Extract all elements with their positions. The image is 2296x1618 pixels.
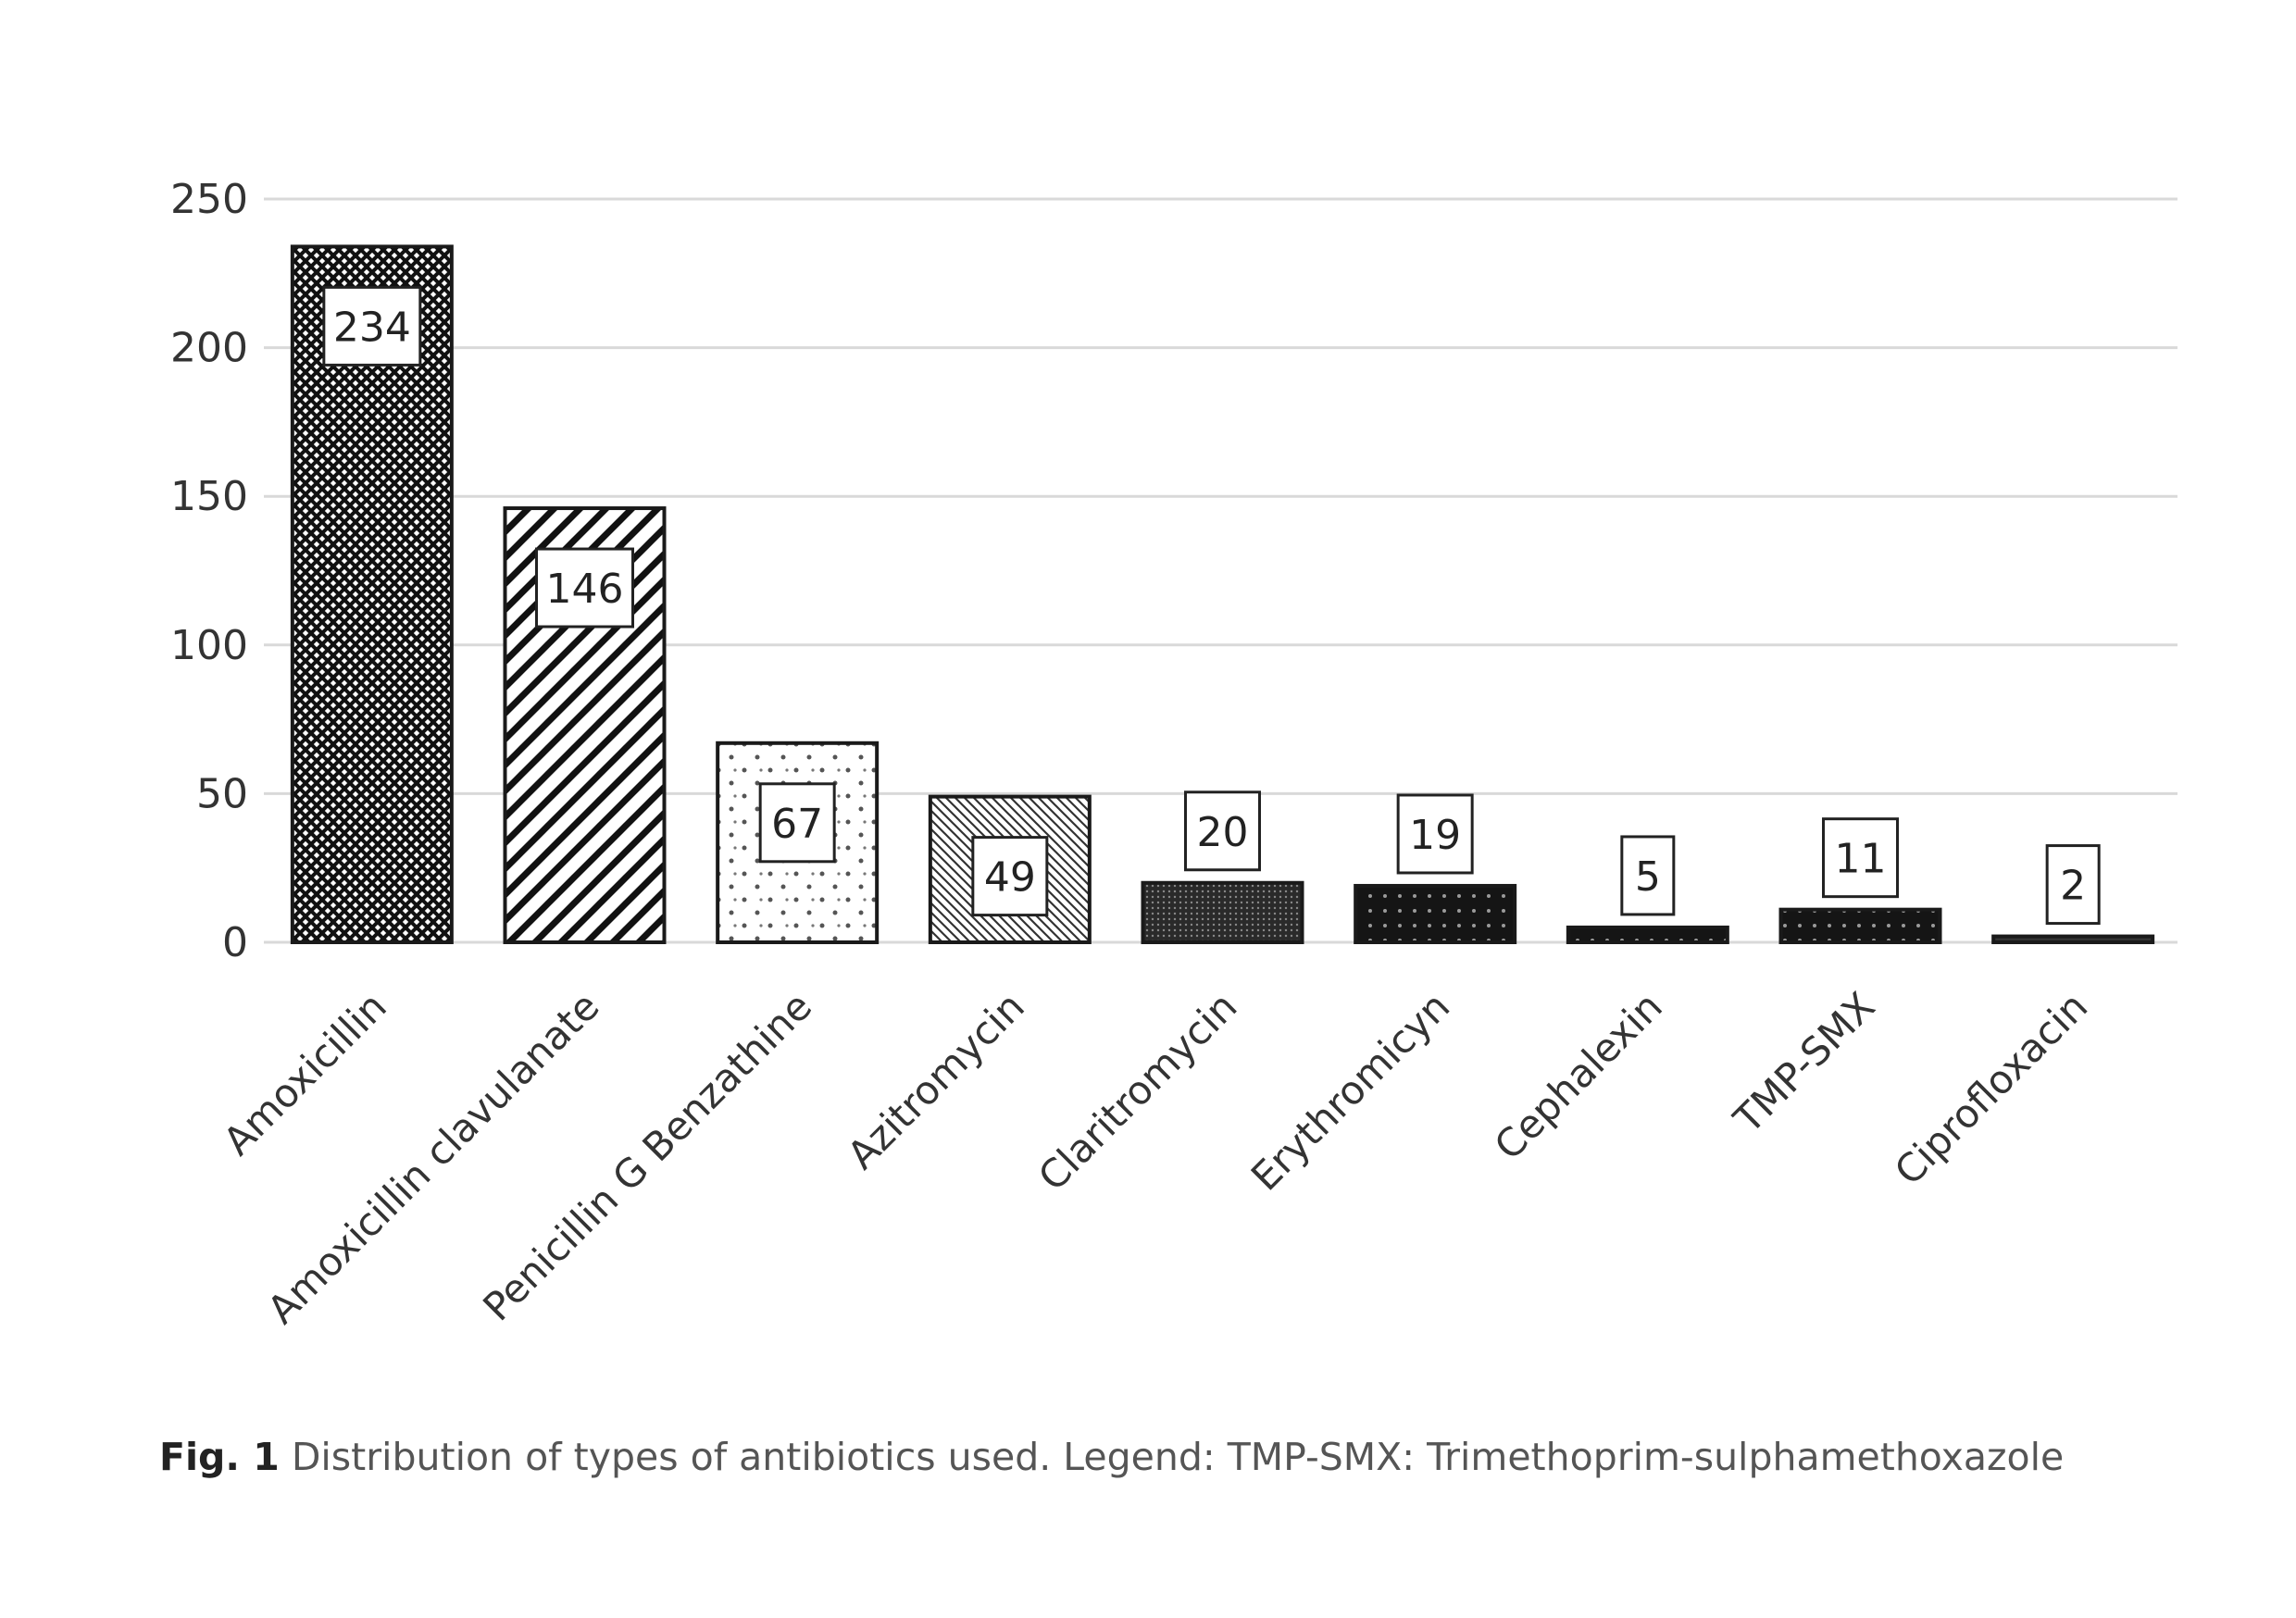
x-category-label: Claritromycin [1029, 983, 1246, 1200]
data-label-box [758, 782, 836, 864]
x-category-label: Cephalexin [1486, 983, 1671, 1168]
data-label: 19 [1396, 793, 1474, 875]
data-label-box [1396, 793, 1474, 875]
data-label: 234 [322, 285, 422, 367]
data-label-text: 2 [2060, 863, 2086, 910]
data-label-box [322, 285, 422, 367]
y-tick-label: 50 [196, 770, 248, 817]
figure-number: Fig. 1 [159, 1435, 280, 1479]
figure-caption: Fig. 1 Distribution of types of antibiot… [159, 1435, 2064, 1479]
data-label-text: 5 [1635, 853, 1661, 901]
data-label: 2 [2045, 844, 2101, 926]
data-label-box [1822, 817, 1899, 899]
data-label-text: 234 [333, 304, 411, 351]
y-tick-label: 150 [170, 473, 248, 520]
data-label: 49 [971, 836, 1049, 917]
bar-erythromicyn [1354, 883, 1517, 944]
data-label: 67 [758, 782, 836, 864]
x-category-label: Ciprofloxacin [1886, 983, 2096, 1193]
bars [290, 244, 2155, 945]
y-tick-label: 200 [170, 325, 248, 372]
data-label-text: 146 [546, 566, 624, 613]
bar-ciprofloxacin [1991, 934, 2155, 944]
y-tick-label: 100 [170, 622, 248, 669]
data-label-box [1620, 835, 1676, 916]
y-tick-label: 250 [170, 176, 248, 223]
x-category-label: Erythromicyn [1242, 983, 1458, 1199]
data-labels: 234 146 67 49 20 19 5 11 2 [322, 285, 2101, 926]
data-label-text: 67 [771, 801, 823, 848]
data-label-text: 11 [1835, 836, 1887, 883]
bar-tmp-smx [1778, 907, 1942, 945]
data-label-text: 19 [1409, 812, 1461, 859]
data-label-text: 20 [1197, 809, 1249, 856]
y-tick-label: 0 [222, 919, 248, 966]
x-category-label: Azitromycin [839, 983, 1033, 1177]
data-label-box [2045, 844, 2101, 926]
data-label: 5 [1620, 835, 1676, 916]
y-axis-tick-labels: 0 50 100 150 200 250 [170, 176, 248, 966]
figure-caption-text: Distribution of types of antibiotics use… [291, 1435, 2065, 1479]
data-label: 20 [1184, 790, 1261, 872]
bar-cephalexin [1566, 925, 1729, 945]
bar-claritromycin [1141, 880, 1304, 945]
data-label: 11 [1822, 817, 1899, 899]
data-label: 146 [535, 547, 634, 629]
data-label-text: 49 [984, 854, 1036, 902]
data-label-box [971, 836, 1049, 917]
data-label-box [1184, 790, 1261, 872]
x-category-label: TMP-SMX [1725, 983, 1884, 1142]
data-label-box [535, 547, 634, 629]
x-category-label: Amoxicillin [215, 983, 395, 1164]
